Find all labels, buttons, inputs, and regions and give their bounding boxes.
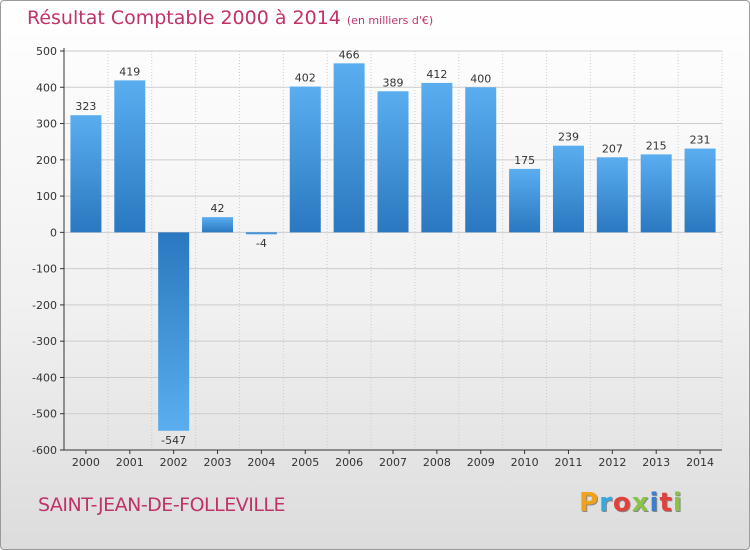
logo-letter: i [672, 488, 683, 518]
chart-title: Résultat Comptable 2000 à 2014 (en millie… [27, 7, 433, 29]
y-tick-label: 0 [50, 226, 57, 239]
x-tick-label: 2007 [379, 456, 407, 469]
x-tick-label: 2000 [72, 456, 100, 469]
bars [70, 63, 716, 431]
logo-letter: P [579, 488, 600, 518]
y-tick-label: 200 [36, 154, 57, 167]
data-label: 323 [75, 100, 96, 113]
data-label: 42 [211, 202, 225, 215]
x-tick-label: 2005 [291, 456, 319, 469]
data-label: -547 [161, 434, 186, 447]
data-label: 466 [339, 48, 360, 61]
y-tick-label: -400 [32, 371, 57, 384]
bar-2008 [421, 82, 453, 233]
x-tick-label: 2011 [554, 456, 582, 469]
logo-letter: i [649, 488, 660, 518]
y-tick-label: -600 [32, 444, 57, 457]
x-tick-label: 2014 [686, 456, 714, 469]
y-tick-label: 100 [36, 190, 57, 203]
data-label: 175 [514, 154, 535, 167]
bar-2007 [377, 91, 409, 233]
bar-2010 [509, 168, 541, 233]
commune-name: SAINT-JEAN-DE-FOLLEVILLE [38, 494, 286, 516]
bar-2012 [596, 157, 628, 233]
data-label: 207 [602, 142, 623, 155]
bar-2000 [70, 115, 102, 233]
x-tick-label: 2008 [423, 456, 451, 469]
data-labels: 500 400 300 200 100 0 -100 -200 -300 -400 -500 -600… [32, 45, 714, 469]
bar-2006 [333, 63, 365, 233]
bar-2009 [465, 87, 497, 233]
proxiti-logo: Proxiti [579, 488, 683, 518]
data-label: 419 [119, 65, 140, 78]
data-label: -4 [256, 237, 267, 250]
x-tick-label: 2001 [116, 456, 144, 469]
y-tick-label: -300 [32, 335, 57, 348]
y-tick-label: -200 [32, 299, 57, 312]
axes [60, 48, 722, 454]
y-tick-label: 400 [36, 81, 57, 94]
x-tick-label: 2013 [642, 456, 670, 469]
data-label: 231 [690, 134, 711, 147]
bar-2014 [684, 148, 716, 233]
bar-2005 [289, 86, 321, 233]
chart-subtitle: (en milliers d'€) [346, 14, 434, 27]
bar-2003 [202, 217, 234, 233]
logo-letter: t [659, 488, 673, 518]
logo-letter: x [631, 488, 650, 518]
y-tick-label: 500 [36, 45, 57, 58]
x-tick-label: 2004 [247, 456, 275, 469]
x-tick-label: 2006 [335, 456, 363, 469]
data-label: 402 [295, 72, 316, 85]
data-label: 239 [558, 131, 579, 144]
bar-2002 [158, 232, 190, 431]
logo-letter: o [612, 488, 632, 518]
bar-2001 [114, 80, 146, 233]
bar-2004 [245, 232, 277, 235]
bar-chart: 500 400 300 200 100 0 -100 -200 -300 -400 -500 -600… [32, 45, 723, 469]
x-tick-label: 2012 [598, 456, 626, 469]
x-tick-label: 2010 [511, 456, 539, 469]
x-tick-label: 2003 [204, 456, 232, 469]
data-label: 400 [470, 72, 491, 85]
data-label: 389 [383, 76, 404, 89]
logo-letter: r [599, 488, 613, 518]
y-tick-label: 300 [36, 118, 57, 131]
title-text: Résultat Comptable 2000 à 2014 [27, 7, 341, 29]
y-tick-label: -500 [32, 408, 57, 421]
bar-2011 [552, 145, 584, 233]
x-tick-label: 2009 [467, 456, 495, 469]
data-label: 412 [426, 68, 447, 81]
bar-2013 [640, 154, 672, 233]
x-tick-label: 2002 [160, 456, 188, 469]
data-label: 215 [646, 139, 667, 152]
y-tick-label: -100 [32, 263, 57, 276]
